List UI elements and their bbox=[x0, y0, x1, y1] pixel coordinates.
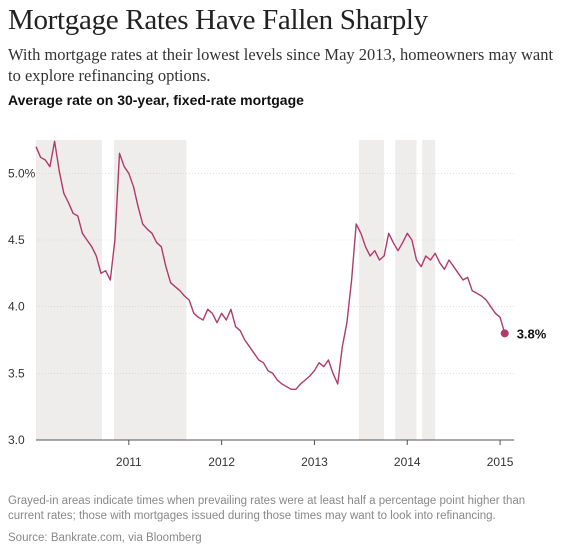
x-tick-label: 2011 bbox=[116, 455, 142, 469]
y-tick-label: 4.5 bbox=[8, 233, 25, 247]
shaded-periods bbox=[36, 140, 435, 440]
x-tick-label: 2015 bbox=[487, 455, 514, 469]
source-note: Source: Bankrate.com, via Bloomberg bbox=[8, 532, 202, 544]
shaded-period-0 bbox=[36, 140, 102, 440]
x-axis: 2011 2012 2013 2014 2015 bbox=[36, 440, 514, 469]
headline: Mortgage Rates Have Fallen Sharply bbox=[8, 4, 428, 37]
end-marker-group: 3.8% bbox=[501, 326, 547, 341]
x-tick-label: 2014 bbox=[394, 455, 421, 469]
y-tick-label: 4.0 bbox=[8, 300, 25, 314]
y-tick-label: 3.5 bbox=[8, 366, 25, 380]
shaded-period-3 bbox=[395, 140, 416, 440]
footnote: Grayed-in areas indicate times when prev… bbox=[8, 494, 558, 524]
end-value-label: 3.8% bbox=[517, 326, 547, 341]
subheadline: With mortgage rates at their lowest leve… bbox=[8, 44, 560, 86]
shaded-period-2 bbox=[359, 140, 384, 440]
mortgage-rate-chart: 2011 2012 2013 2014 2015 3.0 3.5 4.0 4.5 5.0% 3.… bbox=[0, 124, 566, 484]
chart-title: Average rate on 30-year, fixed-rate mort… bbox=[8, 92, 304, 108]
y-tick-label: 3.0 bbox=[8, 433, 25, 447]
shaded-period-1 bbox=[114, 140, 186, 440]
y-tick-label: 5.0% bbox=[8, 166, 36, 180]
x-tick-label: 2012 bbox=[208, 455, 235, 469]
y-axis: 3.0 3.5 4.0 4.5 5.0% bbox=[8, 166, 36, 447]
end-point-marker bbox=[501, 329, 509, 337]
shaded-period-4 bbox=[422, 140, 435, 440]
x-tick-label: 2013 bbox=[301, 455, 328, 469]
